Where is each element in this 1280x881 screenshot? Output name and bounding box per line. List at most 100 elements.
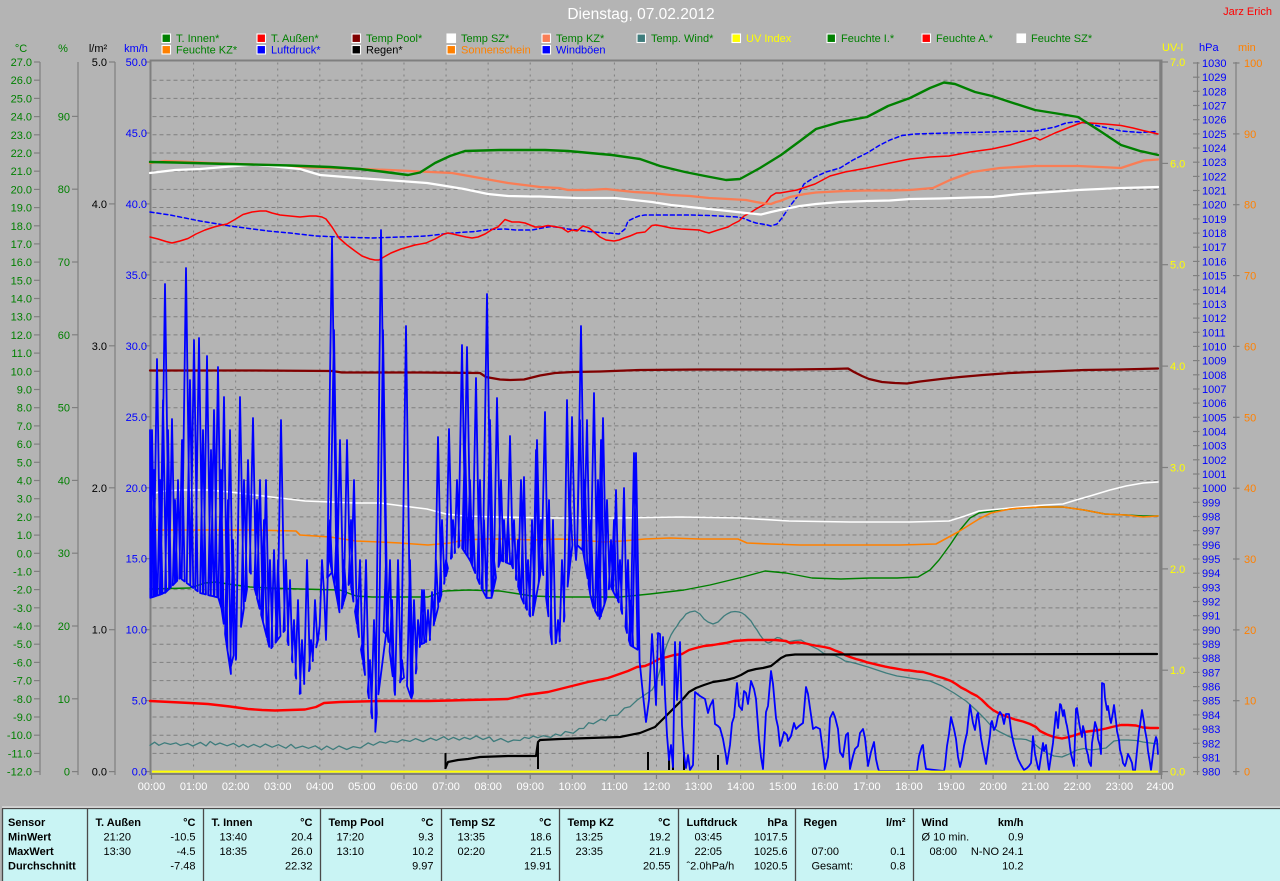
svg-text:%: % [58,43,68,55]
svg-text:21:20: 21:20 [104,832,132,844]
svg-text:3.0: 3.0 [17,494,32,506]
svg-text:21.0: 21.0 [11,166,32,178]
svg-text:988: 988 [1202,653,1220,665]
svg-text:40: 40 [58,475,70,487]
svg-text:km/h: km/h [998,817,1024,829]
svg-text:50: 50 [58,403,70,415]
svg-text:1012: 1012 [1202,313,1226,325]
svg-text:19.2: 19.2 [649,832,670,844]
svg-text:1006: 1006 [1202,398,1226,410]
svg-text:1013: 1013 [1202,299,1226,311]
svg-text:2.0: 2.0 [1170,564,1185,576]
svg-text:4.0: 4.0 [92,199,107,211]
svg-text:40.0: 40.0 [126,199,147,211]
svg-text:13:10: 13:10 [337,846,365,858]
svg-text:l/m²: l/m² [886,817,906,829]
svg-text:05:00: 05:00 [348,781,376,793]
svg-text:995: 995 [1202,554,1220,566]
svg-text:985: 985 [1202,696,1220,708]
svg-text:Feuchte SZ*: Feuchte SZ* [1031,33,1093,45]
svg-text:14:00: 14:00 [727,781,755,793]
svg-text:Regen: Regen [804,817,838,829]
svg-text:17:20: 17:20 [337,832,365,844]
svg-text:UV Index: UV Index [746,33,792,45]
svg-text:986: 986 [1202,682,1220,694]
svg-text:17:00: 17:00 [853,781,881,793]
svg-text:8.0: 8.0 [17,403,32,415]
svg-text:10.0: 10.0 [11,366,32,378]
svg-text:Feuchte A.*: Feuchte A.* [936,33,994,45]
svg-text:0.0: 0.0 [92,767,107,779]
svg-text:20.55: 20.55 [643,861,671,873]
svg-text:0: 0 [1244,767,1250,779]
svg-text:1020: 1020 [1202,200,1226,212]
svg-text:1015: 1015 [1202,271,1226,283]
svg-text:-4.5: -4.5 [177,846,196,858]
svg-text:Temp Pool*: Temp Pool* [366,33,423,45]
svg-text:4.0: 4.0 [17,476,32,488]
svg-text:°C: °C [539,817,551,829]
svg-text:21.5: 21.5 [530,846,551,858]
svg-text:5.0: 5.0 [1170,260,1185,272]
svg-text:-6.0: -6.0 [13,657,32,669]
svg-text:Feuchte KZ*: Feuchte KZ* [176,45,238,57]
svg-text:12:00: 12:00 [643,781,671,793]
svg-text:13.0: 13.0 [11,312,32,324]
svg-text:24:00: 24:00 [1146,781,1174,793]
svg-text:Sonnenschein: Sonnenschein [461,45,531,57]
svg-text:-7.48: -7.48 [170,861,195,873]
svg-text:80: 80 [58,184,70,196]
svg-text:°C: °C [183,817,195,829]
svg-text:1029: 1029 [1202,72,1226,84]
svg-text:40: 40 [1244,483,1256,495]
svg-text:min: min [1238,42,1256,54]
svg-text:Regen*: Regen* [366,45,403,57]
svg-text:100: 100 [1244,58,1262,70]
svg-text:Temp SZ: Temp SZ [450,817,496,829]
svg-text:T. Innen: T. Innen [212,817,253,829]
svg-text:T. Innen*: T. Innen* [176,33,220,45]
svg-text:1010: 1010 [1202,341,1226,353]
svg-text:°C: °C [15,43,27,55]
svg-text:00:00: 00:00 [138,781,166,793]
svg-text:1.0: 1.0 [1170,665,1185,677]
svg-text:Temp Pool: Temp Pool [329,817,384,829]
svg-text:0.0: 0.0 [132,767,147,779]
svg-text:13:00: 13:00 [685,781,713,793]
svg-text:1.0: 1.0 [17,530,32,542]
svg-text:1005: 1005 [1202,412,1226,424]
svg-text:-4.0: -4.0 [13,621,32,633]
svg-text:990: 990 [1202,625,1220,637]
svg-text:2.0: 2.0 [92,483,107,495]
svg-text:45.0: 45.0 [126,128,147,140]
svg-text:5.0: 5.0 [132,696,147,708]
svg-text:994: 994 [1202,568,1220,580]
svg-text:UV-I: UV-I [1162,42,1183,54]
svg-text:90: 90 [1244,129,1256,141]
svg-text:0.8: 0.8 [890,861,905,873]
svg-text:7.0: 7.0 [1170,57,1185,69]
svg-text:hPa: hPa [767,817,788,829]
svg-text:26.0: 26.0 [11,75,32,87]
svg-text:N-NO 24.1: N-NO 24.1 [971,846,1024,858]
svg-text:1020.5: 1020.5 [754,861,788,873]
svg-text:1003: 1003 [1202,441,1226,453]
svg-text:23:00: 23:00 [1106,781,1134,793]
svg-text:Feuchte I.*: Feuchte I.* [841,33,895,45]
svg-text:20:00: 20:00 [979,781,1007,793]
svg-text:-5.0: -5.0 [13,639,32,651]
svg-text:13:30: 13:30 [104,846,132,858]
svg-text:Temp SZ*: Temp SZ* [461,33,510,45]
svg-text:6.0: 6.0 [17,439,32,451]
svg-text:981: 981 [1202,752,1220,764]
svg-text:1014: 1014 [1202,285,1226,297]
svg-text:30.0: 30.0 [126,341,147,353]
svg-text:1027: 1027 [1202,101,1226,113]
svg-text:-12.0: -12.0 [7,767,32,779]
svg-text:21.9: 21.9 [649,846,670,858]
svg-text:0.1: 0.1 [890,846,905,858]
svg-text:13:40: 13:40 [220,832,248,844]
svg-text:10.2: 10.2 [412,846,433,858]
svg-text:1025: 1025 [1202,129,1226,141]
svg-text:Luftdruck: Luftdruck [687,817,739,829]
